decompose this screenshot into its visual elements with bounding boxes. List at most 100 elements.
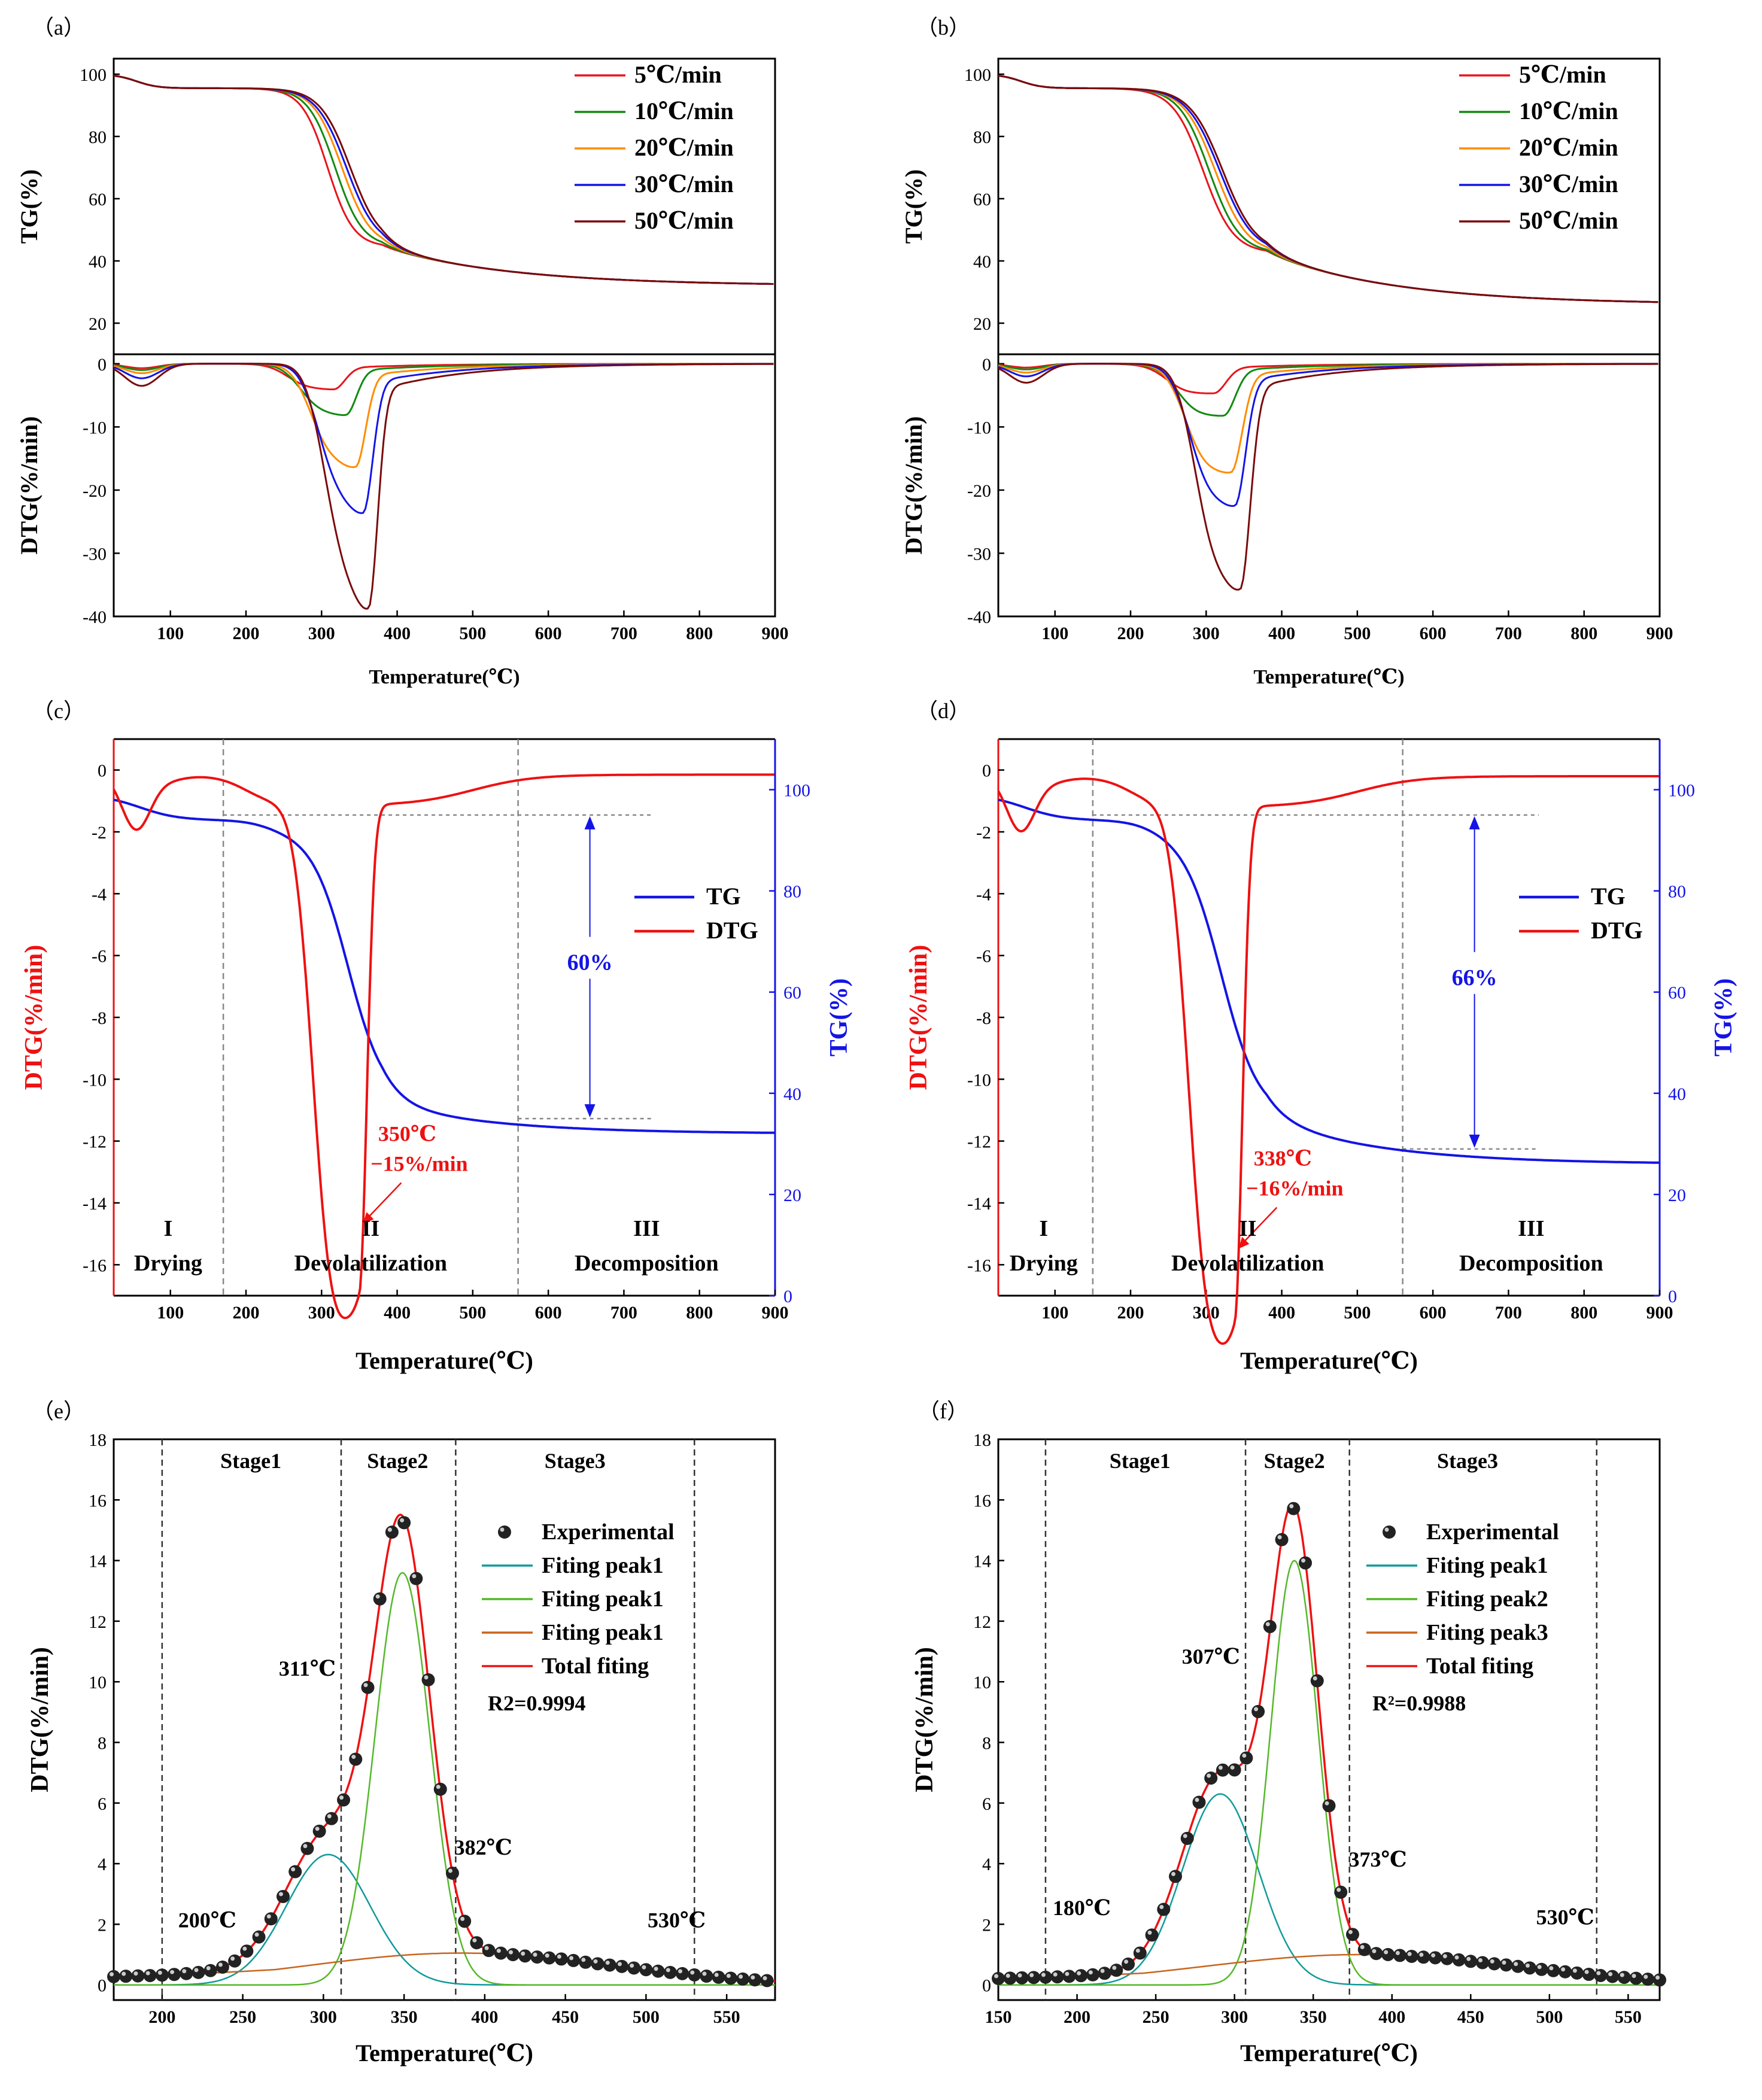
y-tick-label: 8: [98, 1733, 107, 1753]
x-tick-label: 800: [686, 624, 713, 643]
experimental-point: [180, 1967, 193, 1980]
dtg-line-10℃/min: [998, 363, 1658, 417]
experimental-point: [1110, 1964, 1123, 1977]
experimental-point: [373, 1592, 387, 1606]
experimental-point: [131, 1969, 145, 1983]
x-tick-label: 600: [535, 1303, 562, 1323]
x-tick-label: 200: [148, 2007, 175, 2027]
experimental-point: [1629, 1971, 1643, 1985]
experimental-point: [119, 1970, 133, 1983]
experimental-point-highlight: [1549, 1966, 1554, 1971]
y-tick-label: 12: [89, 1612, 107, 1632]
y-tick-label: 16: [973, 1491, 991, 1511]
experimental-point: [421, 1673, 435, 1686]
experimental-point-highlight: [545, 1953, 549, 1958]
experimental-point-highlight: [751, 1975, 755, 1980]
dtg-line-30℃/min: [113, 363, 774, 514]
y-tick-label: 20: [783, 1186, 801, 1205]
y-tick-label: 6: [982, 1794, 991, 1814]
y-tick-label: -8: [92, 1008, 107, 1028]
experimental-point-highlight: [726, 1973, 731, 1978]
experimental-point: [155, 1968, 169, 1982]
y-tick-label: 0: [982, 1976, 991, 1996]
peak-rate-label: −15%/min: [370, 1151, 468, 1175]
stage-name: Decomposition: [575, 1251, 719, 1276]
experimental-point-highlight: [1053, 1972, 1058, 1977]
experimental-point-highlight: [1490, 1959, 1494, 1964]
peak-arrow: [363, 1182, 402, 1223]
panel-b: （b） 100 200 300 400 500 600 700 800 900 20 40 60 80 10…: [900, 16, 1673, 688]
y-tick-label: 0: [982, 355, 991, 375]
experimental-point: [397, 1516, 411, 1530]
experimental-point: [445, 1866, 459, 1880]
experimental-point: [1050, 1970, 1064, 1984]
experimental-point-highlight: [569, 1956, 574, 1961]
y-tick-label: 60: [1668, 983, 1686, 1003]
r2-label: R2=0.9994: [488, 1691, 586, 1715]
legend-label: Fiting peak1: [542, 1553, 664, 1578]
experimental-point-highlight: [1135, 1948, 1140, 1953]
dtg-line-30℃/min: [998, 363, 1658, 507]
experimental-point: [1027, 1971, 1041, 1984]
x-tick-label: 500: [1344, 624, 1371, 643]
experimental-point-highlight: [351, 1755, 356, 1759]
x-tick-label: 300: [310, 2007, 337, 2027]
experimental-point-highlight: [496, 1949, 501, 1953]
tg-curve: [113, 798, 774, 1134]
experimental-point-highlight: [581, 1958, 586, 1962]
dtg-line-20℃/min: [113, 363, 774, 469]
experimental-point-highlight: [1301, 1558, 1306, 1563]
y-tick-label: 80: [973, 127, 991, 147]
experimental-point-highlight: [1407, 1952, 1412, 1956]
experimental-point: [433, 1782, 447, 1796]
experimental-point: [470, 1936, 484, 1950]
panel-label: （c）: [32, 699, 85, 723]
x-tick-label: 700: [1495, 624, 1522, 643]
experimental-point: [712, 1970, 725, 1984]
x-tick-label: 100: [157, 624, 184, 643]
experimental-point-highlight: [1502, 1960, 1506, 1965]
y-tick-label: 80: [89, 127, 107, 147]
peak-temperature-label: 350℃: [378, 1122, 436, 1145]
experimental-point: [603, 1958, 616, 1972]
experimental-point-highlight: [339, 1795, 344, 1800]
experimental-point: [1015, 1971, 1029, 1984]
experimental-point: [651, 1964, 665, 1978]
experimental-point: [1074, 1969, 1088, 1983]
experimental-point-highlight: [1584, 1970, 1589, 1974]
experimental-point: [1322, 1799, 1336, 1813]
dtg-line-20℃/min: [998, 363, 1658, 474]
x-tick-label: 300: [308, 1303, 335, 1323]
stage-name: Drying: [1010, 1251, 1078, 1276]
peak-arrow-head: [1238, 1236, 1250, 1249]
x-tick-label: 700: [610, 1303, 637, 1323]
legend-label: 10℃/min: [1519, 98, 1618, 124]
experimental-point-highlight: [315, 1827, 320, 1831]
y-axis-title-dtg: DTG(%/min): [900, 416, 927, 554]
y-axis-title-dtg: DTG(%/min): [905, 945, 932, 1090]
experimental-point-highlight: [1632, 1974, 1636, 1979]
experimental-point-highlight: [1514, 1962, 1518, 1967]
experimental-point: [676, 1967, 689, 1980]
legend-label: Total fiting: [542, 1654, 649, 1679]
experimental-point: [591, 1957, 604, 1971]
experimental-point-highlight: [1005, 1973, 1010, 1978]
y-tick-label: 60: [973, 190, 991, 209]
label-mask: [1438, 952, 1511, 994]
plot-frame: [113, 1438, 776, 2001]
legend-marker-highlight: [500, 1527, 505, 1532]
experimental-point-highlight: [1207, 1773, 1211, 1778]
experimental-point-highlight: [1360, 1945, 1365, 1950]
experimental-point: [215, 1961, 229, 1974]
peak-rate-label: −16%/min: [1246, 1177, 1344, 1201]
experimental-point: [992, 1971, 1005, 1985]
experimental-point-highlight: [690, 1970, 695, 1975]
temperature-label: 373℃: [1348, 1847, 1406, 1871]
experimental-point-highlight: [1466, 1956, 1471, 1961]
experimental-point: [1499, 1958, 1513, 1972]
experimental-point-highlight: [1478, 1958, 1483, 1963]
label-mask: [554, 937, 626, 979]
y-tick-label: 20: [973, 314, 991, 334]
legend-label: 10℃/min: [634, 98, 734, 124]
arrow-head-up: [1469, 816, 1480, 829]
